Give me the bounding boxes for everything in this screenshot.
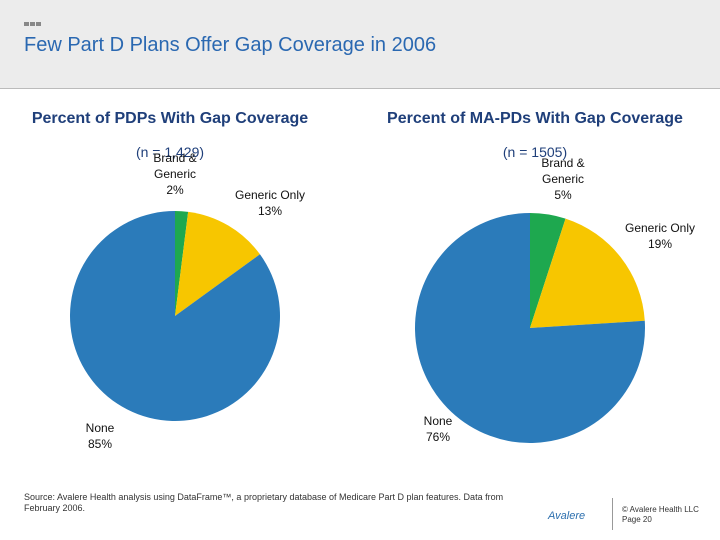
value-label: 19%: [647, 237, 673, 251]
decor: [24, 22, 29, 26]
pie-slice: [530, 213, 566, 328]
chart-subtitle: (n = 1,429): [135, 144, 205, 160]
value-label: 85%: [87, 437, 113, 451]
slice-label: None 85%: [60, 420, 140, 452]
slice-label: Brand & Generic 5%: [523, 155, 603, 203]
chart-title: Percent of MA-PDs With Gap Coverage: [387, 110, 683, 127]
value-label: 13%: [257, 204, 283, 218]
chart-title: Percent of PDPs With Gap Coverage: [31, 110, 309, 127]
pie-slice: [175, 211, 260, 316]
category-label: None: [85, 421, 115, 435]
category-label: Brand & Generic: [153, 151, 197, 181]
pie-slice: [69, 211, 280, 421]
category-label: Generic Only: [624, 221, 696, 235]
category-label: None: [423, 414, 453, 428]
logo: Avalere: [548, 510, 586, 522]
slice-label: Brand & Generic 2%: [135, 150, 215, 198]
pie-slice: [175, 211, 189, 316]
header-band: [0, 0, 720, 89]
value-label: 2%: [166, 183, 184, 197]
pie-slice: [530, 218, 645, 328]
decor: [30, 22, 35, 26]
category-label: Generic Only: [234, 188, 306, 202]
source: Source: Avalere Health analysis using Da…: [24, 492, 504, 513]
divider: [612, 498, 613, 530]
value-label: 76%: [425, 430, 451, 444]
slice-label: Generic Only 19%: [620, 220, 700, 252]
pie-slice: [415, 213, 645, 443]
value-label: 5%: [554, 188, 572, 202]
slice-label: None 76%: [398, 413, 478, 445]
chart-subtitle: (n = 1505): [502, 144, 568, 160]
copyright: © Avalere Health LLC: [622, 505, 699, 514]
page-number: Page 20: [622, 515, 652, 524]
category-label: Brand & Generic: [541, 156, 585, 186]
decor: [36, 22, 41, 26]
slice-label: Generic Only 13%: [230, 187, 310, 219]
slide-title: Few Part D Plans Offer Gap Coverage in 2…: [24, 34, 437, 56]
